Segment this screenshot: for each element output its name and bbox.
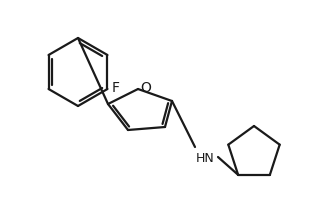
- Text: HN: HN: [196, 152, 215, 164]
- Text: F: F: [111, 81, 119, 95]
- Text: O: O: [140, 81, 151, 95]
